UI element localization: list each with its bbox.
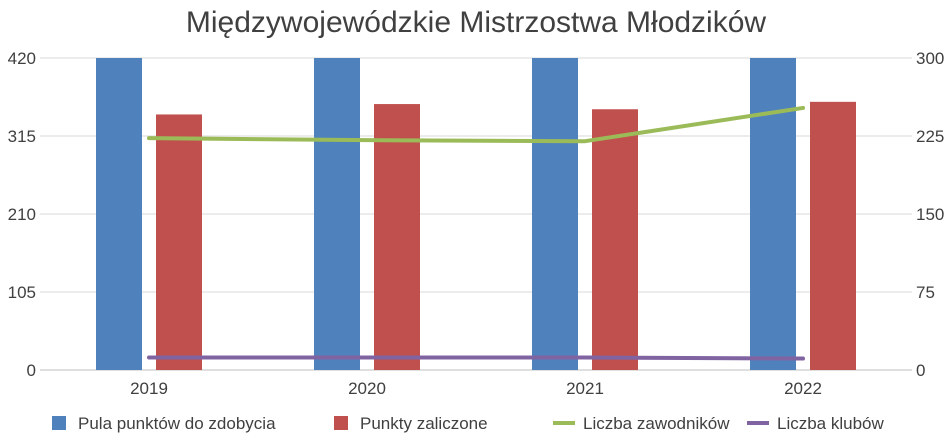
chart-title: Międzywojewódzkie Mistrzostwa Młodzików [186, 6, 767, 39]
right-axis-ticks: 0 75 150 225 300 [916, 49, 944, 380]
bar [96, 58, 142, 370]
right-tick-label: 150 [916, 205, 944, 224]
left-tick-label: 105 [8, 283, 36, 302]
legend-label: Liczba zawodników [583, 414, 730, 433]
bar [156, 114, 202, 370]
x-tick-label: 2021 [566, 379, 604, 398]
legend-swatch [334, 416, 348, 430]
right-tick-label: 300 [916, 49, 944, 68]
series-line [147, 355, 805, 361]
bar [374, 104, 420, 371]
left-axis-ticks: 0 105 210 315 420 [8, 49, 36, 380]
bars [96, 58, 856, 371]
x-tick-label: 2019 [130, 379, 168, 398]
bar [750, 58, 796, 370]
bar [532, 58, 578, 370]
bar [592, 109, 638, 370]
x-axis-ticks: 2019 2020 2021 2022 [130, 379, 822, 398]
legend-label: Pula punktów do zdobycia [78, 414, 276, 433]
right-tick-label: 75 [916, 283, 935, 302]
left-tick-label: 315 [8, 127, 36, 146]
series-line [147, 105, 805, 144]
legend-label: Punkty zaliczone [360, 414, 488, 433]
bar [810, 101, 856, 370]
right-tick-label: 225 [916, 127, 944, 146]
series-lines [147, 105, 805, 361]
x-tick-label: 2020 [348, 379, 386, 398]
left-tick-label: 0 [27, 361, 36, 380]
right-tick-label: 0 [916, 361, 925, 380]
x-tick-label: 2022 [784, 379, 822, 398]
legend-label: Liczba klubów [777, 414, 885, 433]
left-tick-label: 210 [8, 205, 36, 224]
legend-swatch [52, 416, 66, 430]
legend: Pula punktów do zdobycia Punkty zaliczone… [52, 414, 885, 433]
left-tick-label: 420 [8, 49, 36, 68]
bar [314, 58, 360, 370]
